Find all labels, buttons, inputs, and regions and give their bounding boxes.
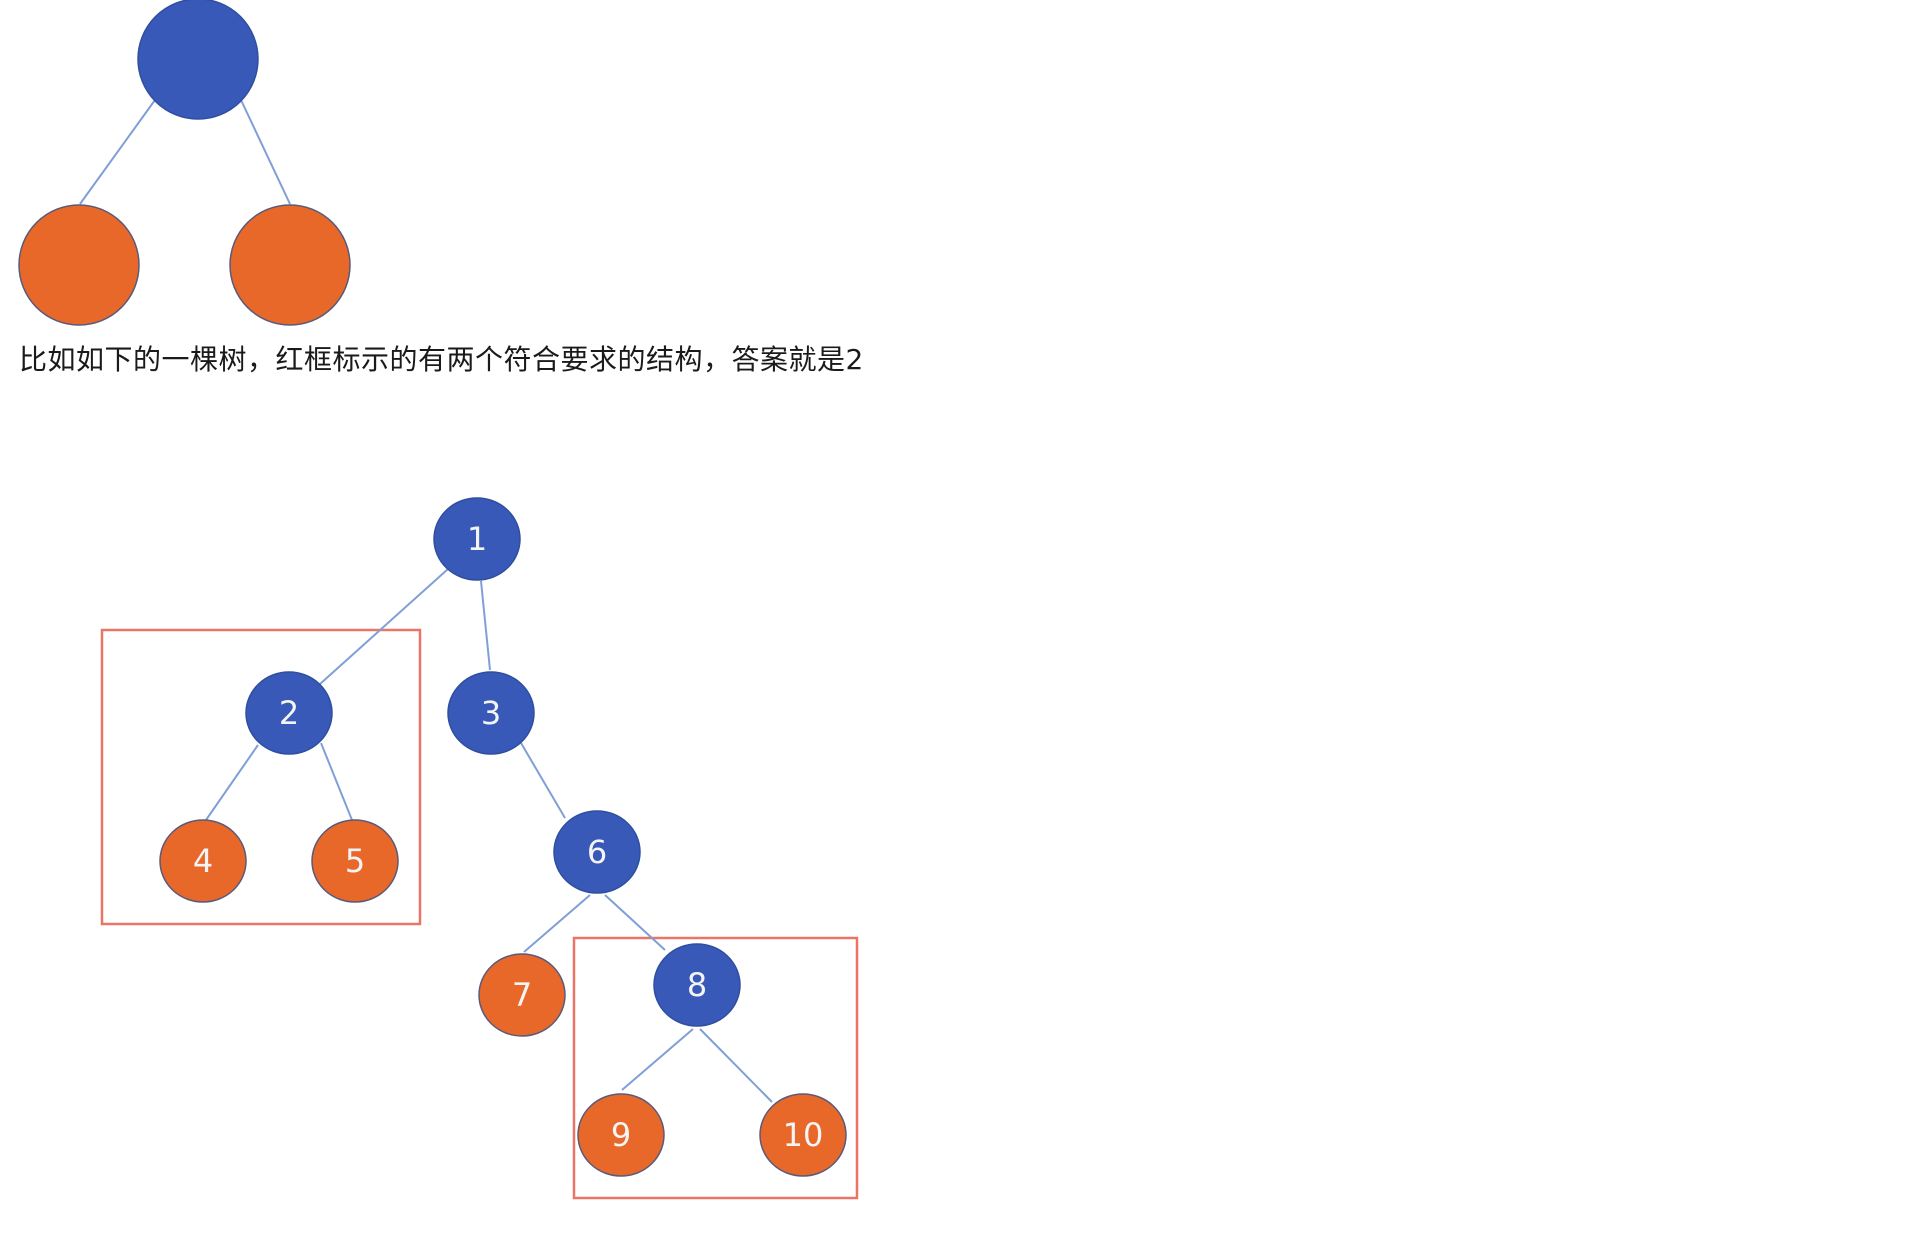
pattern-edge-root-right	[240, 99, 291, 205]
example-tree: 1 2 3 4 5 6 7 8	[100, 497, 859, 1200]
edge-1-3	[480, 580, 491, 671]
edge-6-8	[604, 894, 666, 951]
tree-node-4: 4	[159, 819, 247, 903]
tree-node-3: 3	[447, 671, 535, 755]
node-label-5: 5	[345, 842, 365, 880]
node-label-2: 2	[279, 694, 299, 732]
pattern-tree	[18, 0, 351, 326]
node-label-1: 1	[467, 520, 487, 558]
tree-node-7: 7	[478, 953, 566, 1037]
tree-node-1: 1	[433, 497, 521, 581]
node-label-10: 10	[783, 1116, 824, 1154]
tree-node-5: 5	[311, 819, 399, 903]
highlight-box-subtree-8	[572, 936, 859, 1200]
edge-8-10	[699, 1028, 773, 1103]
edge-2-4	[205, 744, 259, 821]
tree-node-6: 6	[553, 810, 641, 894]
edge-6-7	[523, 894, 591, 953]
tree-node-2: 2	[245, 671, 333, 755]
tree-node-8: 8	[653, 943, 741, 1027]
tree-node-10: 10	[759, 1093, 847, 1177]
pattern-left-node	[18, 204, 140, 326]
node-label-6: 6	[587, 833, 607, 871]
edge-1-2	[319, 568, 449, 685]
pattern-right-node	[229, 204, 351, 326]
node-label-9: 9	[611, 1116, 631, 1154]
pattern-root-node	[137, 0, 259, 120]
node-label-3: 3	[481, 694, 501, 732]
pattern-edge-root-left	[79, 99, 156, 205]
node-label-4: 4	[193, 842, 213, 880]
edge-3-6	[520, 742, 566, 819]
node-label-8: 8	[687, 966, 707, 1004]
highlight-box-subtree-2	[100, 628, 422, 926]
edge-8-9	[621, 1028, 694, 1091]
tree-node-9: 9	[577, 1093, 665, 1177]
example-edges	[205, 568, 773, 1103]
node-label-7: 7	[512, 976, 532, 1014]
caption-text: 比如如下的一棵树，红框标示的有两个符合要求的结构，答案就是2	[19, 343, 864, 376]
edge-2-5	[320, 742, 353, 821]
